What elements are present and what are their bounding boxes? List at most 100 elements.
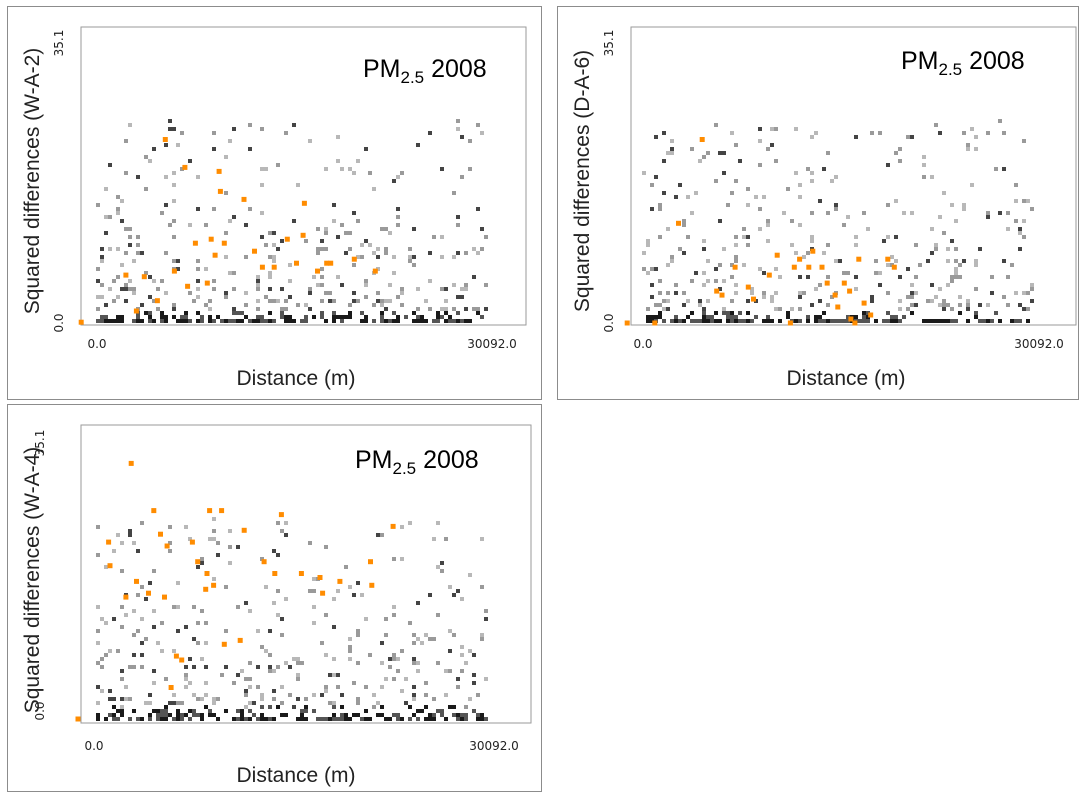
cloud-point	[974, 287, 978, 291]
cloud-point	[994, 311, 998, 315]
cloud-point	[774, 307, 778, 311]
cloud-point	[742, 263, 746, 267]
cloud-point	[686, 235, 690, 239]
cloud-point	[268, 653, 272, 657]
cloud-point	[232, 271, 236, 275]
cloud-point	[396, 669, 400, 673]
cloud-point	[468, 319, 472, 323]
x-tick-min: 0.0	[87, 337, 106, 351]
cloud-point	[954, 259, 958, 263]
cloud-point	[352, 299, 356, 303]
cloud-point	[886, 263, 890, 267]
highlighted-point	[699, 137, 705, 142]
cloud-point	[954, 247, 958, 251]
cloud-point	[714, 319, 718, 323]
cloud-point	[324, 613, 328, 617]
cloud-point	[272, 697, 276, 701]
cloud-point	[324, 291, 328, 295]
cloud-point	[428, 713, 432, 717]
cloud-point	[260, 211, 264, 215]
cloud-point	[268, 717, 272, 721]
cloud-point	[248, 701, 252, 705]
cloud-point	[368, 717, 372, 721]
cloud-point	[356, 629, 360, 633]
chart-title: PM2.5 2008	[901, 47, 1025, 79]
cloud-point	[96, 701, 100, 705]
cloud-point	[798, 295, 802, 299]
cloud-point	[356, 255, 360, 259]
cloud-point	[176, 581, 180, 585]
cloud-point	[910, 283, 914, 287]
cloud-point	[164, 709, 168, 713]
cloud-point	[172, 693, 176, 697]
highlighted-point	[652, 320, 658, 326]
cloud-point	[144, 155, 148, 159]
highlighted-point	[134, 578, 139, 584]
cloud-point	[452, 283, 456, 287]
cloud-point	[428, 251, 432, 255]
cloud-point	[938, 303, 942, 307]
cloud-point	[284, 597, 288, 601]
cloud-point	[392, 255, 396, 259]
cloud-point	[252, 701, 256, 705]
cloud-point	[734, 319, 738, 323]
cloud-point	[136, 593, 140, 597]
highlighted-point	[369, 582, 375, 588]
cloud-point	[348, 315, 352, 319]
cloud-point	[200, 609, 204, 613]
cloud-point	[264, 717, 268, 721]
cloud-point	[958, 311, 962, 315]
cloud-point	[878, 131, 882, 135]
cloud-point	[966, 143, 970, 147]
cloud-point	[164, 717, 168, 721]
cloud-point	[906, 295, 910, 299]
cloud-point	[368, 171, 372, 175]
highlighted-point	[212, 252, 218, 258]
cloud-point	[682, 291, 686, 295]
cloud-point	[268, 287, 272, 291]
cloud-point	[798, 223, 802, 227]
cloud-point	[384, 307, 388, 311]
cloud-point	[954, 271, 958, 275]
cloud-point	[172, 127, 176, 131]
cloud-point	[160, 713, 164, 717]
cloud-point	[658, 311, 662, 315]
cloud-point	[100, 319, 104, 323]
cloud-point	[216, 697, 220, 701]
cloud-point	[304, 319, 308, 323]
cloud-point	[412, 633, 416, 637]
cloud-point	[324, 319, 328, 323]
cloud-point	[372, 251, 376, 255]
cloud-point	[424, 705, 428, 709]
cloud-point	[300, 717, 304, 721]
cloud-point	[96, 685, 100, 689]
cloud-point	[212, 577, 216, 581]
cloud-point	[152, 147, 156, 151]
cloud-point	[480, 247, 484, 251]
cloud-point	[1014, 319, 1018, 323]
cloud-point	[894, 199, 898, 203]
cloud-point	[124, 287, 128, 291]
cloud-point	[1026, 319, 1030, 323]
cloud-point	[324, 689, 328, 693]
cloud-point	[172, 259, 176, 263]
cloud-point	[706, 259, 710, 263]
cloud-point	[276, 299, 280, 303]
cloud-point	[200, 319, 204, 323]
cloud-point	[818, 283, 822, 287]
cloud-point	[758, 127, 762, 131]
cloud-point	[444, 693, 448, 697]
cloud-point	[456, 127, 460, 131]
cloud-point	[204, 621, 208, 625]
cloud-point	[456, 251, 460, 255]
cloud-point	[734, 291, 738, 295]
cloud-point	[232, 681, 236, 685]
cloud-point	[272, 259, 276, 263]
cloud-point	[774, 127, 778, 131]
cloud-point	[392, 713, 396, 717]
highlighted-point	[324, 260, 330, 266]
cloud-point	[914, 303, 918, 307]
cloud-point	[770, 143, 774, 147]
cloud-point	[96, 279, 100, 283]
cloud-point	[778, 275, 782, 279]
